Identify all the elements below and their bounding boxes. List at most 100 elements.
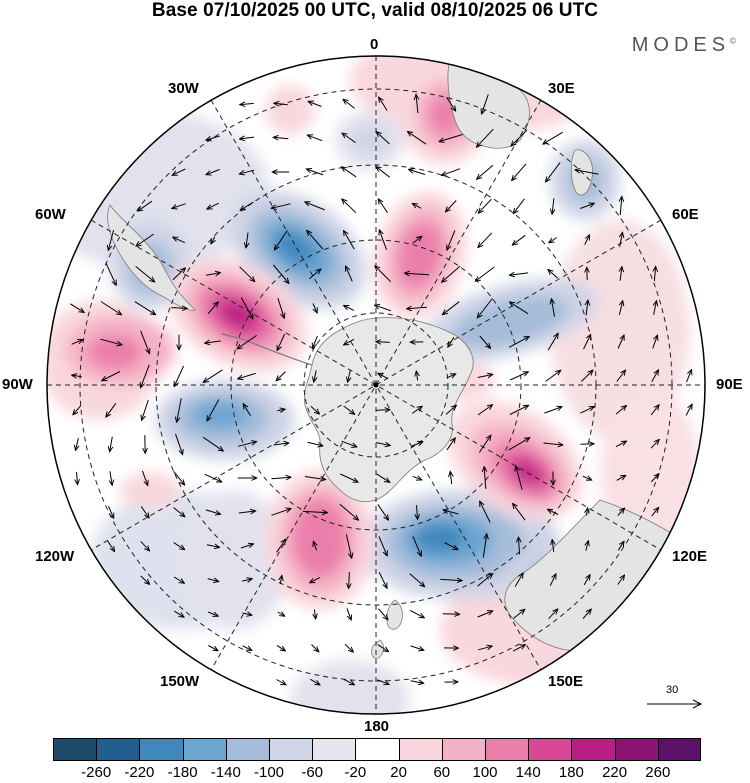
wind-arrow [654, 301, 657, 315]
wind-arrow [440, 134, 463, 142]
wind-arrow [408, 132, 427, 145]
wind-arrow [478, 646, 491, 651]
wind-arrow [446, 97, 456, 110]
map-border [46, 55, 706, 715]
wind-arrow [545, 371, 561, 382]
wind-arrow [302, 511, 327, 512]
wind-arrow [546, 162, 561, 181]
wind-arrow [242, 579, 252, 581]
wind-arrow [141, 364, 150, 387]
wind-arrow [72, 375, 82, 377]
pos-center-pacific-small [120, 472, 180, 508]
lon-label-180: 180 [364, 718, 390, 735]
legend-swatch [225, 738, 270, 761]
wind-arrow [620, 267, 622, 281]
wind-arrow [305, 202, 325, 211]
reference-arrow-icon [647, 699, 703, 709]
wind-arrow [650, 474, 658, 483]
wind-arrow [208, 611, 218, 616]
wind-arrow [409, 170, 426, 175]
wind-arrow [339, 503, 358, 520]
wind-arrow [76, 437, 79, 450]
wind-arrow [543, 131, 564, 144]
wind-arrow [135, 266, 155, 281]
wind-arrow [581, 371, 592, 382]
lon-label-60w: 60W [35, 206, 66, 223]
brand-name: MODES [631, 34, 731, 56]
wind-arrow [206, 135, 220, 140]
south-america [107, 204, 196, 311]
wind-arrow [411, 407, 422, 414]
wind-arrow [447, 230, 456, 249]
map-title: Base 07/10/2025 00 UTC, valid 08/10/2025… [151, 0, 599, 21]
wind-arrow [619, 301, 622, 316]
reference-vector: 30 [646, 684, 704, 710]
wind-arrow [311, 644, 319, 652]
legend-swatch [355, 738, 400, 761]
wind-arrow [173, 168, 186, 175]
antarctic-peninsula [221, 333, 313, 366]
wind-arrow [379, 199, 388, 213]
wind-arrow [584, 235, 590, 245]
lon-label-150w: 150W [160, 673, 200, 690]
wind-arrow [246, 232, 248, 248]
color-legend [53, 738, 701, 761]
wind-arrow [344, 306, 355, 311]
wind-arrow [173, 471, 185, 484]
wind-arrow [582, 610, 591, 619]
wind-arrow [552, 540, 553, 552]
wind-arrow [378, 374, 388, 379]
wind-arrow [519, 538, 520, 555]
wind-arrow [442, 265, 461, 282]
wind-arrow [615, 441, 626, 448]
legend-tick-label: -220 [124, 764, 155, 781]
legend-swatch [139, 738, 184, 761]
wind-arrow [376, 167, 391, 178]
wind-arrow [242, 645, 252, 650]
south-pole-dot [373, 382, 379, 388]
wind-arrow [478, 298, 493, 318]
wind-arrow [548, 510, 559, 515]
lon-label-30w: 30W [168, 80, 199, 97]
legend-swatch [657, 738, 701, 761]
wind-arrow [275, 230, 288, 250]
wind-arrow [73, 405, 82, 415]
legend-tick-label: 100 [472, 764, 498, 781]
wind-arrow [240, 297, 253, 319]
wind-arrow [277, 409, 284, 410]
wind-arrow [617, 336, 624, 349]
wind-arrow [304, 476, 325, 480]
wind-arrow [416, 372, 417, 381]
wind-arrow [204, 369, 223, 382]
wind-arrow [479, 335, 490, 348]
wind-arrow [620, 197, 622, 216]
wind-arrow [512, 645, 525, 652]
wind-arrow [206, 545, 219, 548]
wind-arrow [344, 231, 355, 250]
legend-swatch [53, 738, 97, 761]
wind-arrow [446, 200, 457, 212]
legend-swatch [182, 738, 227, 761]
wind-arrow [276, 540, 286, 553]
wind-arrow [685, 405, 692, 416]
legend-tick-label: 260 [645, 764, 671, 781]
wind-arrow [376, 342, 390, 343]
legend-tick-label: 60 [433, 764, 451, 781]
wind-arrow [586, 508, 587, 516]
wind-arrow [446, 374, 456, 378]
wind-arrow [377, 644, 388, 652]
wind-arrow [274, 137, 289, 138]
wind-arrow [244, 404, 251, 417]
wind-arrow [444, 542, 458, 550]
wind-arrow [71, 340, 83, 345]
wind-arrow [480, 502, 491, 523]
wind-arrow [108, 506, 114, 518]
legend-tick-label: -100 [253, 764, 285, 781]
wind-arrow [513, 234, 526, 245]
wind-arrow [172, 203, 186, 209]
wind-arrow [110, 436, 113, 451]
wind-arrow [580, 204, 594, 209]
wind-arrow [512, 163, 527, 180]
wind-arrow [314, 542, 317, 551]
wind-arrow [340, 473, 357, 482]
